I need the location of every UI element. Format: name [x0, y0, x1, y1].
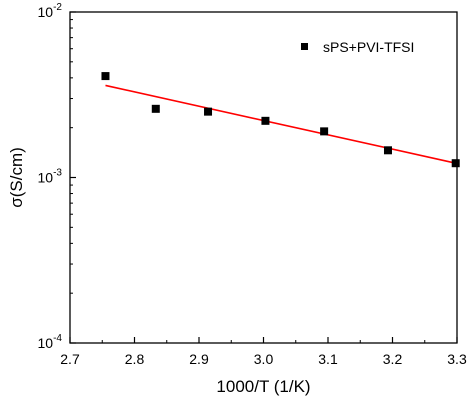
x-axis-title: 1000/T (1/K) — [216, 377, 310, 396]
legend: sPS+PVI-TFSI — [301, 39, 414, 55]
y-axis: 10-2 10-3 10-4 — [38, 2, 76, 351]
x-tick-label: 2.8 — [125, 351, 145, 367]
x-tick-label: 3.1 — [318, 351, 338, 367]
plot-area-frame — [69, 11, 458, 344]
data-point — [383, 146, 392, 155]
y-tick-label: 10-4 — [38, 333, 63, 351]
x-tick-label: 3.0 — [254, 351, 274, 367]
y-axis-title: σ(S/cm) — [7, 147, 26, 208]
fit-line — [105, 84, 456, 164]
x-tick-label: 2.9 — [189, 351, 209, 367]
y-tick-label: 10-3 — [38, 168, 63, 186]
y-tick-label: 10-2 — [38, 2, 63, 20]
x-tick-label: 3.3 — [447, 351, 467, 367]
data-point — [320, 127, 329, 136]
data-point — [261, 116, 270, 125]
data-point — [204, 107, 213, 116]
data-point — [451, 159, 460, 168]
x-tick-label: 3.2 — [383, 351, 403, 367]
data-point — [151, 104, 160, 113]
x-axis: 2.7 2.8 2.9 3.0 3.1 3.2 3.3 — [60, 337, 467, 367]
x-tick-label: 2.7 — [60, 351, 80, 367]
data-series — [101, 72, 460, 168]
legend-label: sPS+PVI-TFSI — [323, 39, 414, 55]
data-point — [101, 72, 110, 81]
legend-marker — [301, 43, 308, 50]
